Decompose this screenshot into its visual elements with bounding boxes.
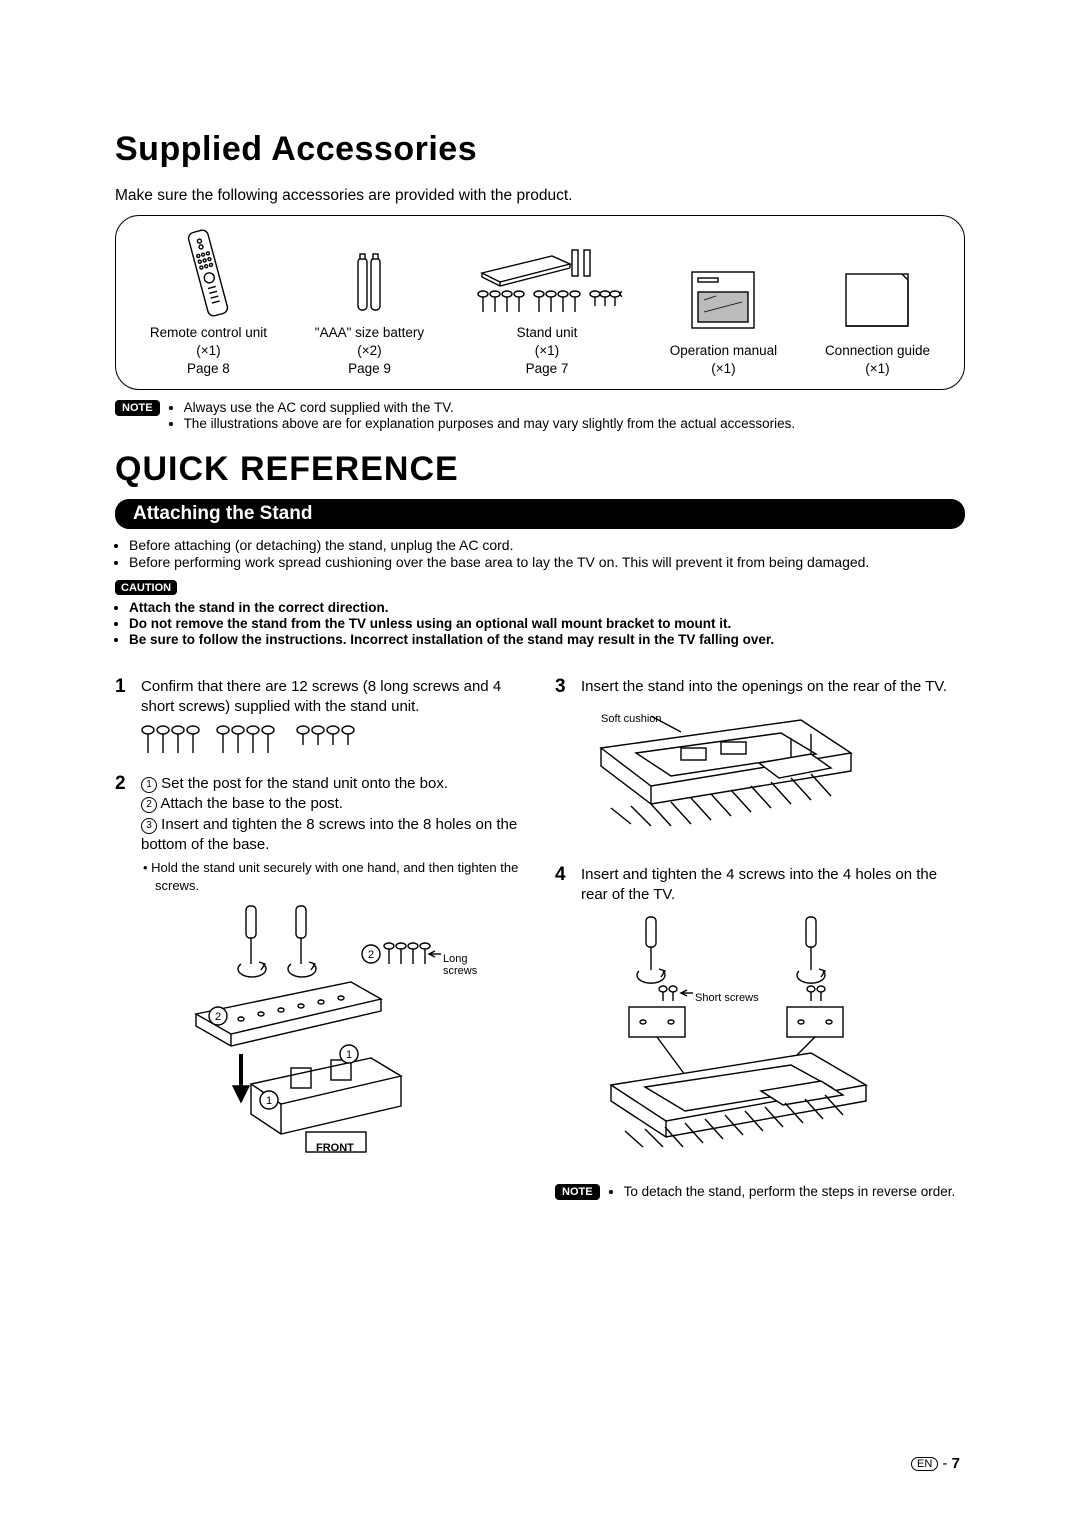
note-badge: NOTE [555, 1184, 600, 1200]
accessory-label: Operation manual [670, 342, 777, 360]
svg-text:1: 1 [266, 1095, 272, 1107]
battery-icon [315, 228, 424, 318]
list-item: Be sure to follow the instructions. Inco… [129, 632, 965, 647]
svg-text:2: 2 [215, 1011, 221, 1023]
sub-1-icon: 1 [141, 777, 157, 793]
caution-badge: CAUTION [115, 580, 177, 595]
step-number: 1 [115, 677, 131, 718]
steps-columns: 1 Confirm that there are 12 screws (8 lo… [115, 677, 965, 1218]
accessory-label: Remote control unit [150, 324, 267, 342]
attach-prep-list: Before attaching (or detaching) the stan… [115, 537, 965, 570]
footer-sep: - [938, 1455, 951, 1472]
svg-text:2: 2 [368, 949, 374, 961]
note-item: To detach the stand, perform the steps i… [624, 1184, 956, 1199]
step-text: Insert and tighten the 4 screws into the… [581, 865, 965, 906]
accessory-label: "AAA" size battery [315, 324, 424, 342]
accessory-guide: Connection guide (×1) [825, 246, 930, 378]
svg-text:1: 1 [346, 1049, 352, 1061]
accessory-qty: (×2) [315, 342, 424, 360]
step-4: 4 Insert and tighten the 4 screws into t… [555, 865, 965, 906]
accessory-stand: Stand unit (×1) Page 7 [472, 228, 622, 379]
sub-text: Set the post for the stand unit onto the… [161, 775, 448, 792]
step-number: 3 [555, 677, 571, 698]
sub-3-icon: 3 [141, 818, 157, 834]
section-heading-supplied: Supplied Accessories [115, 130, 965, 169]
list-item: Before performing work spread cushioning… [129, 554, 965, 570]
label-long-screws: Long screws [443, 953, 493, 977]
caution-list: Attach the stand in the correct directio… [115, 600, 965, 647]
step-text: 1 Set the post for the stand unit onto t… [141, 774, 525, 894]
footer-lang: EN [911, 1457, 938, 1471]
accessory-manual: Operation manual (×1) [670, 246, 777, 378]
step2-note: Hold the stand unit securely with one ha… [141, 859, 525, 894]
accessory-qty: (×1) [472, 342, 622, 360]
accessory-qty: (×1) [825, 360, 930, 378]
accessory-qty: (×1) [670, 360, 777, 378]
step2-stand-illustration: 2 2 [141, 904, 525, 1169]
manual-icon [670, 246, 777, 336]
accessory-page: Page 7 [472, 360, 622, 378]
accessory-page: Page 9 [315, 360, 424, 378]
note-badge: NOTE [115, 400, 160, 416]
note-item: Always use the AC cord supplied with the… [184, 400, 796, 415]
footer-page-number: 7 [952, 1455, 960, 1472]
step1-screws-illustration [141, 725, 525, 762]
caution-block: CAUTION Attach the stand in the correct … [115, 578, 965, 647]
remote-icon [150, 228, 267, 318]
step4-tv-illustration: Short screws [581, 915, 965, 1170]
label-short-screws: Short screws [695, 992, 759, 1004]
note-list: Always use the AC cord supplied with the… [170, 400, 796, 432]
right-column: 3 Insert the stand into the openings on … [555, 677, 965, 1218]
sub-2-icon: 2 [141, 797, 157, 813]
accessory-battery: "AAA" size battery (×2) Page 9 [315, 228, 424, 379]
accessory-label: Connection guide [825, 342, 930, 360]
supplied-intro-text: Make sure the following accessories are … [115, 187, 965, 205]
subsection-attaching-stand: Attaching the Stand [115, 499, 965, 529]
step-2: 2 1 Set the post for the stand unit onto… [115, 774, 525, 894]
note-supplied: NOTE Always use the AC cord supplied wit… [115, 400, 965, 432]
step-number: 2 [115, 774, 131, 894]
accessory-label: Stand unit [472, 324, 622, 342]
accessory-remote: Remote control unit (×1) Page 8 [150, 228, 267, 379]
page-footer: EN - 7 [911, 1455, 960, 1472]
sub-text: Attach the base to the post. [160, 795, 343, 812]
list-item: Do not remove the stand from the TV unle… [129, 616, 965, 631]
note-list: To detach the stand, perform the steps i… [610, 1184, 956, 1200]
left-column: 1 Confirm that there are 12 screws (8 lo… [115, 677, 525, 1218]
step-number: 4 [555, 865, 571, 906]
guide-icon [825, 246, 930, 336]
accessory-page: Page 8 [150, 360, 267, 378]
label-soft-cushion: Soft cushion [601, 713, 662, 725]
list-item: Before attaching (or detaching) the stan… [129, 537, 965, 553]
accessories-box: Remote control unit (×1) Page 8 "AAA" si… [115, 215, 965, 390]
step-text: Confirm that there are 12 screws (8 long… [141, 677, 525, 718]
step-3: 3 Insert the stand into the openings on … [555, 677, 965, 698]
note-detach: NOTE To detach the stand, perform the st… [555, 1184, 965, 1200]
step-1: 1 Confirm that there are 12 screws (8 lo… [115, 677, 525, 718]
manual-page: Supplied Accessories Make sure the follo… [0, 0, 1080, 1527]
accessory-qty: (×1) [150, 342, 267, 360]
note-item: The illustrations above are for explanat… [184, 416, 796, 431]
stand-icon [472, 228, 622, 318]
section-heading-quickref: QUICK REFERENCE [115, 450, 965, 489]
step3-tv-illustration: Soft cushion [581, 708, 965, 853]
step-text: Insert the stand into the openings on th… [581, 677, 947, 698]
label-front: FRONT [316, 1142, 354, 1154]
sub-text: Insert and tighten the 8 screws into the… [141, 816, 517, 853]
list-item: Attach the stand in the correct directio… [129, 600, 965, 615]
